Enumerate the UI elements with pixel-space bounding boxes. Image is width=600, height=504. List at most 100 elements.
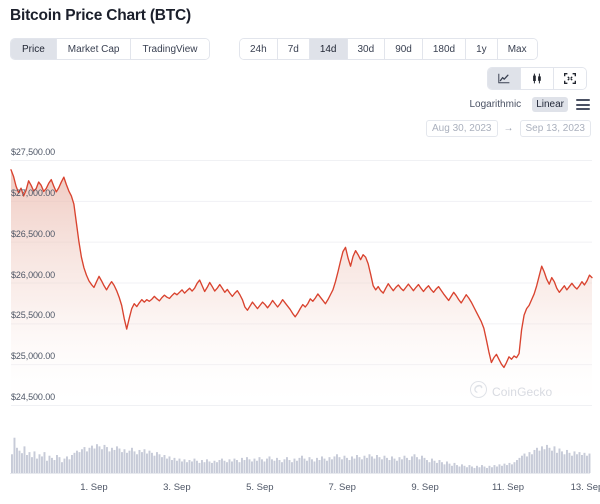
volume-bar bbox=[146, 453, 148, 473]
view-tab-price[interactable]: Price bbox=[11, 39, 57, 59]
volume-bar bbox=[508, 462, 511, 473]
volume-bar bbox=[456, 465, 458, 473]
volume-bar bbox=[156, 452, 158, 473]
volume-bar bbox=[478, 467, 481, 473]
candlestick-chart-icon-button[interactable] bbox=[521, 68, 554, 89]
x-axis-label: 11. Sep bbox=[492, 482, 525, 493]
volume-bar bbox=[278, 460, 281, 473]
volume-bar bbox=[408, 460, 411, 473]
volume-bar bbox=[558, 448, 561, 473]
date-range-start-input[interactable]: Aug 30, 2023 bbox=[426, 120, 498, 137]
volume-bar bbox=[208, 461, 211, 473]
volume-bar bbox=[563, 454, 566, 473]
volume-bar bbox=[546, 444, 548, 473]
volume-bar bbox=[301, 455, 303, 473]
volume-bar bbox=[296, 460, 298, 473]
volume-bar bbox=[568, 452, 571, 473]
y-axis-label: $25,000.00 bbox=[11, 351, 56, 362]
hamburger-menu-icon[interactable] bbox=[575, 98, 591, 111]
range-tab-1y[interactable]: 1y bbox=[466, 39, 498, 59]
volume-bar bbox=[566, 449, 568, 473]
volume-bar bbox=[171, 460, 173, 473]
volume-bar bbox=[248, 459, 251, 473]
price-chart[interactable]: $27,500.00 $27,000.00 $26,500.00 $26,000.00… bbox=[0, 145, 600, 420]
line-chart-icon-button[interactable] bbox=[488, 68, 521, 89]
price-chart-svg bbox=[10, 160, 593, 406]
volume-bar bbox=[433, 460, 436, 473]
volume-bar bbox=[256, 460, 258, 473]
volume-bar bbox=[46, 460, 48, 473]
volume-bar bbox=[81, 449, 83, 473]
scale-toggle-row: Logarithmic Linear bbox=[465, 96, 591, 113]
volume-bar bbox=[341, 459, 343, 473]
volume-bar bbox=[28, 452, 31, 473]
volume-bar bbox=[571, 455, 573, 473]
volume-bar bbox=[231, 461, 233, 473]
volume-bar bbox=[43, 452, 46, 473]
logarithmic-scale-button[interactable]: Logarithmic bbox=[469, 99, 522, 110]
volume-bar bbox=[423, 457, 426, 473]
volume-bar bbox=[143, 449, 146, 473]
volume-bar bbox=[226, 462, 228, 473]
volume-bar bbox=[211, 462, 213, 473]
volume-bar bbox=[123, 449, 126, 473]
fullscreen-icon-button[interactable] bbox=[554, 68, 586, 89]
volume-bar bbox=[26, 455, 28, 473]
volume-bar bbox=[528, 452, 531, 473]
date-range-end-input[interactable]: Sep 13, 2023 bbox=[519, 120, 591, 137]
volume-bar bbox=[421, 455, 423, 473]
range-tab-14d[interactable]: 14d bbox=[309, 39, 348, 59]
volume-bar bbox=[141, 452, 143, 473]
volume-bar bbox=[403, 455, 406, 473]
volume-bar bbox=[573, 451, 576, 473]
range-tab-max[interactable]: Max bbox=[497, 39, 537, 59]
volume-bars bbox=[11, 437, 591, 473]
view-tab-tradingview[interactable]: TradingView bbox=[131, 39, 209, 59]
linear-scale-button[interactable]: Linear bbox=[532, 97, 568, 112]
volume-bar bbox=[526, 456, 528, 473]
range-tab-30d[interactable]: 30d bbox=[347, 39, 386, 59]
volume-bar bbox=[181, 461, 183, 473]
range-tab-24h[interactable]: 24h bbox=[240, 39, 278, 59]
volume-bar bbox=[86, 451, 88, 473]
volume-bar bbox=[168, 456, 171, 473]
volume-bar bbox=[561, 451, 563, 473]
volume-bar bbox=[33, 451, 36, 473]
volume-bar bbox=[576, 454, 578, 473]
volume-bar bbox=[133, 451, 136, 473]
view-tab-market-cap[interactable]: Market Cap bbox=[56, 39, 132, 59]
range-tab-180d[interactable]: 180d bbox=[422, 39, 467, 59]
volume-bar bbox=[228, 459, 231, 473]
y-axis-label: $27,500.00 bbox=[11, 147, 56, 157]
volume-bar bbox=[318, 460, 321, 473]
volume-bar bbox=[578, 452, 581, 473]
range-tab-7d[interactable]: 7d bbox=[277, 39, 310, 59]
volume-bar bbox=[196, 460, 198, 473]
volume-bar bbox=[386, 457, 388, 473]
volume-bar bbox=[458, 466, 461, 473]
volume-bar bbox=[463, 465, 466, 473]
volume-bar bbox=[138, 449, 141, 473]
date-range-arrow-icon: → bbox=[503, 123, 514, 134]
volume-bar bbox=[553, 446, 556, 473]
volume-bar bbox=[588, 453, 591, 473]
volume-bar bbox=[501, 465, 503, 473]
volume-bar bbox=[513, 462, 516, 473]
volume-bar bbox=[53, 460, 56, 473]
volume-bar bbox=[271, 459, 273, 473]
volume-bar bbox=[253, 458, 256, 473]
volume-bar bbox=[151, 452, 153, 473]
range-tab-90d[interactable]: 90d bbox=[385, 39, 423, 59]
volume-bar bbox=[393, 458, 396, 473]
volume-bar bbox=[216, 462, 218, 473]
volume-navigator[interactable] bbox=[0, 428, 600, 478]
volume-bar bbox=[178, 458, 181, 473]
volume-bar bbox=[378, 457, 381, 473]
volume-bar bbox=[401, 459, 403, 473]
volume-bar bbox=[96, 444, 98, 473]
volume-bar bbox=[406, 457, 408, 473]
volume-bar bbox=[311, 459, 313, 473]
volume-bar bbox=[333, 456, 336, 473]
volume-bar bbox=[516, 460, 518, 473]
volume-bar bbox=[251, 461, 253, 473]
